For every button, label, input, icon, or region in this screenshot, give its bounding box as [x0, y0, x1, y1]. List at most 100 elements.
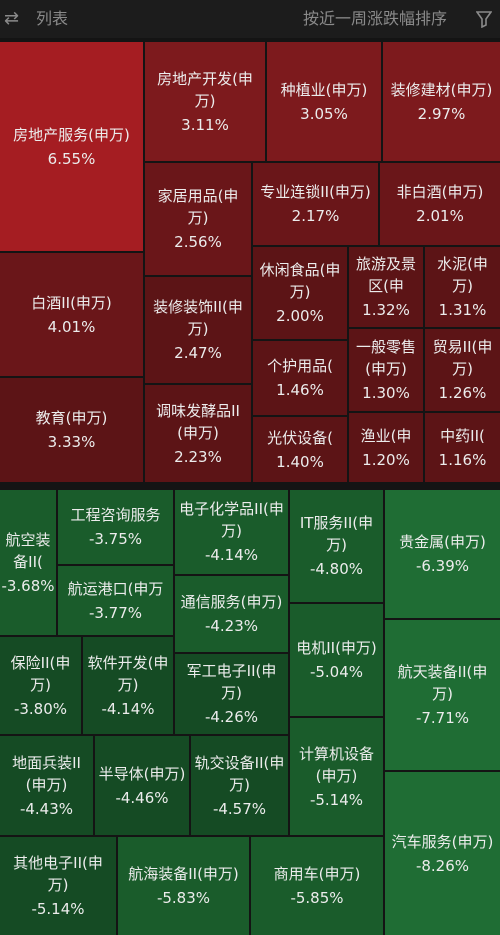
sector-tile[interactable]: 软件开发(申万) -4.14% [83, 637, 173, 734]
sector-tile[interactable]: 白酒II(申万) 4.01% [0, 253, 143, 376]
sector-name: 航运港口(申万 [67, 579, 164, 598]
sector-tile[interactable]: 通信服务(申万) -4.23% [175, 576, 288, 652]
sector-name: 计算机设备(申万) [298, 744, 374, 785]
sector-name: 装修装饰II(申万) [153, 298, 243, 338]
sector-tile[interactable]: 贸易II(申万) 1.26% [425, 329, 500, 411]
sector-change: -3.77% [88, 603, 143, 622]
sector-change: 1.32% [362, 301, 410, 319]
sector-name: 调味发酵品II(申万) [156, 401, 240, 442]
sector-change: 1.26% [438, 384, 487, 402]
sector-name: 贸易II(申万) [432, 338, 493, 378]
sector-change: -5.83% [156, 889, 211, 907]
sector-tile[interactable]: 旅游及景区(申 1.32% [349, 247, 423, 327]
sector-tile[interactable]: 教育(申万) 3.33% [0, 378, 143, 482]
view-mode-label[interactable]: 列表 [36, 9, 69, 28]
sector-tile[interactable]: 个护用品( 1.46% [253, 341, 347, 415]
sector-change: -4.23% [204, 617, 259, 635]
sector-tile[interactable]: 工程咨询服务 -3.75% [58, 490, 173, 564]
sector-change: -4.46% [115, 788, 169, 807]
sector-tile[interactable]: 贵金属(申万) -6.39% [385, 490, 500, 618]
sector-name: 电子化学品II(申万) [179, 500, 284, 540]
sector-tile[interactable]: 地面兵装II(申万) -4.43% [0, 736, 93, 835]
sector-change: -4.43% [19, 799, 74, 818]
sector-change: 1.20% [362, 450, 410, 469]
sector-change: 4.01% [47, 317, 96, 336]
sector-name: 光伏设备( [267, 428, 333, 447]
sector-tile[interactable]: 航天装备II(申万) -7.71% [385, 620, 500, 770]
sector-name: 航海装备II(申万) [128, 865, 239, 883]
sector-name: 休闲食品(申万) [259, 261, 341, 301]
sector-tile[interactable]: IT服务II(申万) -4.80% [290, 490, 383, 602]
sector-tile[interactable]: 调味发酵品II(申万) 2.23% [145, 385, 251, 482]
sector-tile[interactable]: 航海装备II(申万) -5.83% [118, 837, 249, 935]
sector-name: 其他电子II(申万) [13, 854, 103, 894]
sector-tile[interactable]: 水泥(申万) 1.31% [425, 247, 500, 327]
sector-tile[interactable]: 军工电子II(申万) -4.26% [175, 654, 288, 734]
falling-sectors-treemap: 航空装备II( -3.68% 工程咨询服务 -3.75% 航运港口(申万 -3.… [0, 490, 500, 935]
sector-change: -4.14% [101, 699, 155, 718]
sector-change: 2.97% [417, 104, 466, 123]
sector-tile[interactable]: 电机II(申万) -5.04% [290, 604, 383, 716]
sector-name: 保险II(申万) [10, 653, 71, 694]
sector-tile[interactable]: 专业连锁II(申万) 2.17% [253, 163, 378, 245]
sector-name: 房地产服务(申万) [13, 125, 130, 144]
sector-tile[interactable]: 保险II(申万) -3.80% [0, 637, 81, 734]
sector-name: 通信服务(申万) [180, 593, 283, 611]
sector-name: 地面兵装II(申万) [12, 753, 81, 794]
sector-tile[interactable]: 光伏设备( 1.40% [253, 417, 347, 482]
sector-tile[interactable]: 航运港口(申万 -3.77% [58, 566, 173, 635]
sector-tile[interactable]: 装修装饰II(申万) 2.47% [145, 277, 251, 383]
sector-tile[interactable]: 装修建材(申万) 2.97% [383, 42, 500, 161]
sector-tile[interactable]: 轨交设备II(申万) -4.57% [191, 736, 288, 835]
sector-tile[interactable]: 计算机设备(申万) -5.14% [290, 718, 383, 835]
swap-arrows-icon[interactable]: ⇄ [4, 8, 20, 29]
sector-tile[interactable]: 商用车(申万) -5.85% [251, 837, 383, 935]
sector-tile[interactable]: 房地产服务(申万) 6.55% [0, 42, 143, 251]
sector-tile[interactable]: 半导体(申万) -4.46% [95, 736, 189, 835]
sector-name: 轨交设备II(申万) [194, 753, 285, 794]
sector-name: 工程咨询服务 [70, 506, 161, 524]
sector-name: 一般零售(申万) [355, 338, 416, 378]
sector-tile[interactable]: 汽车服务(申万) -8.26% [385, 772, 500, 935]
sort-label[interactable]: 按近一周涨跌幅排序 [303, 9, 448, 28]
filter-icon[interactable] [475, 10, 493, 32]
sector-name: 半导体(申万) [98, 764, 186, 783]
sector-tile[interactable]: 一般零售(申万) 1.30% [349, 329, 423, 411]
sector-change: 3.33% [47, 433, 96, 451]
sector-name: 中药II( [440, 426, 485, 445]
sector-name: IT服务II(申万) [299, 514, 374, 554]
sector-name: 航空装备II( [5, 530, 51, 571]
sector-name: 航天装备II(申万) [397, 663, 488, 703]
sector-change: 1.30% [362, 384, 410, 402]
sector-tile[interactable]: 电子化学品II(申万) -4.14% [175, 490, 288, 574]
sector-change: 2.23% [174, 447, 222, 466]
sector-name: 个护用品( [267, 357, 333, 375]
sector-tile[interactable]: 家居用品(申万) 2.56% [145, 163, 251, 275]
sector-change: -5.14% [309, 790, 364, 809]
sector-change: -4.26% [204, 708, 259, 726]
sector-change: 1.40% [276, 452, 324, 471]
sector-name: 专业连锁II(申万) [260, 183, 371, 201]
sector-tile[interactable]: 中药II( 1.16% [425, 413, 500, 482]
sector-tile[interactable]: 房地产开发(申万) 3.11% [145, 42, 265, 161]
sector-change: 2.01% [416, 207, 464, 225]
sector-name: 渔业(申 [360, 426, 412, 445]
sector-change: 2.56% [174, 233, 222, 251]
sector-change: 2.47% [174, 344, 222, 362]
sector-tile[interactable]: 非白酒(申万) 2.01% [380, 163, 500, 245]
sector-tile[interactable]: 休闲食品(申万) 2.00% [253, 247, 347, 339]
sector-tile[interactable]: 其他电子II(申万) -5.14% [0, 837, 116, 935]
sector-name: 旅游及景区(申 [355, 255, 416, 295]
sector-change: -5.14% [31, 900, 85, 918]
sector-name: 水泥(申万) [437, 255, 488, 295]
sector-change: -8.26% [415, 856, 470, 875]
sector-change: -3.68% [1, 576, 55, 595]
sector-change: 1.46% [276, 381, 324, 399]
rising-sectors-treemap: 房地产服务(申万) 6.55% 房地产开发(申万) 3.11% 种植业(申万) … [0, 42, 500, 482]
sector-tile[interactable]: 种植业(申万) 3.05% [267, 42, 381, 161]
sector-tile[interactable]: 渔业(申 1.20% [349, 413, 423, 482]
sector-tile[interactable]: 航空装备II( -3.68% [0, 490, 56, 635]
sector-name: 电机II(申万) [296, 639, 377, 657]
sector-change: 6.55% [47, 149, 96, 168]
sector-name: 汽车服务(申万) [391, 832, 494, 851]
